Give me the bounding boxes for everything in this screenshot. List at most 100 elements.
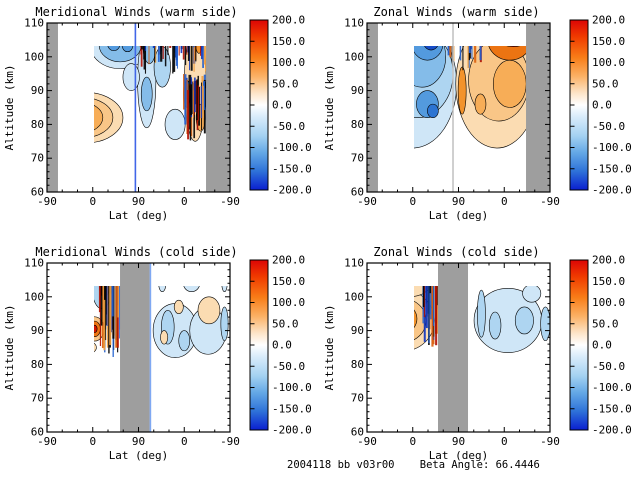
contour-noise	[109, 286, 112, 346]
colorbar-tick-label: 100.0	[272, 296, 305, 309]
contour-blob	[414, 309, 418, 329]
contour-noise	[422, 286, 425, 308]
y-tick-label: 110	[344, 257, 364, 270]
y-tick-label: 70	[351, 392, 364, 405]
contour-noise	[178, 46, 180, 56]
colorbar-tick-label: 150.0	[272, 275, 305, 288]
colorbar-tick-label: 50.0	[272, 317, 299, 330]
contour-noise	[201, 46, 203, 60]
y-axis-label: Altitude (km)	[3, 64, 16, 150]
contour-noise	[459, 46, 462, 61]
contour-noise	[183, 74, 186, 110]
contour-blob	[457, 66, 467, 115]
contour-noise	[140, 46, 143, 67]
contour-blob	[427, 103, 439, 118]
contour-noise	[144, 46, 147, 74]
contour-noise	[468, 46, 470, 61]
colorbar-tick-label: -100.0	[592, 141, 632, 154]
colorbar-tick-label: 50.0	[272, 77, 299, 90]
y-tick-label: 80	[351, 118, 364, 131]
y-tick-label: 100	[344, 50, 364, 63]
contour-noise	[102, 286, 104, 322]
contour-noise	[202, 46, 205, 68]
colorbar-tick-label: 50.0	[592, 317, 619, 330]
contour-noise	[180, 46, 183, 54]
colorbar-tick-label: -50.0	[592, 360, 625, 373]
x-tick-label: 0	[409, 435, 416, 448]
colorbar-tick-label: 150.0	[592, 275, 625, 288]
x-tick-label: -90	[37, 435, 57, 448]
y-axis-label: Altitude (km)	[323, 304, 336, 390]
x-tick-label: 0	[89, 435, 96, 448]
contour-noise	[157, 46, 160, 62]
contour-noise	[432, 286, 434, 311]
contour-noise	[467, 46, 469, 69]
contour-noise	[141, 46, 143, 50]
contour-noise	[186, 79, 188, 134]
contour-noise	[193, 90, 194, 118]
contour-noise	[173, 46, 176, 72]
contour-noise	[430, 286, 432, 320]
contour-blob	[514, 306, 534, 335]
x-tick-label: 0	[501, 435, 508, 448]
panel-title: Meridional Winds (cold side)	[35, 245, 237, 259]
y-tick-label: 110	[344, 17, 364, 30]
y-tick-label: 80	[31, 358, 44, 371]
contour-blob	[183, 286, 200, 293]
y-tick-label: 90	[31, 84, 44, 97]
contour-noise	[195, 46, 197, 62]
contour-noise	[115, 286, 118, 348]
contour-blob	[414, 46, 444, 61]
contour-noise	[200, 86, 203, 119]
contour-noise	[117, 286, 120, 318]
x-tick-label: 0	[181, 435, 188, 448]
no-data-band	[438, 263, 469, 432]
contour-blob	[221, 286, 228, 293]
contour-noise	[182, 46, 185, 60]
contour-noise	[197, 85, 199, 121]
colorbar-tick-label: 150.0	[592, 35, 625, 48]
contour-blob	[94, 324, 98, 333]
contour-noise	[188, 74, 190, 130]
x-tick-label: 90	[452, 435, 465, 448]
y-tick-label: 100	[344, 290, 364, 303]
y-tick-label: 70	[31, 152, 44, 165]
contour-layer	[414, 46, 539, 149]
x-tick-label: -90	[357, 195, 377, 208]
x-tick-label: 90	[452, 195, 465, 208]
y-tick-label: 60	[31, 426, 44, 439]
colorbar-tick-label: -200.0	[592, 424, 632, 437]
no-data-band	[367, 23, 378, 192]
contour-blob	[164, 108, 186, 140]
contour-noise	[152, 46, 155, 48]
contour-noise	[175, 46, 178, 66]
contour-noise	[103, 286, 106, 351]
contour-noise	[474, 46, 477, 63]
contour-noise	[429, 286, 431, 294]
contour-blob	[158, 286, 167, 293]
colorbar-tick-label: 200.0	[592, 14, 625, 27]
y-tick-label: 60	[351, 186, 364, 199]
contour-noise	[479, 46, 482, 61]
contour-noise	[139, 46, 141, 48]
contour-noise	[204, 82, 207, 108]
contour-noise	[154, 46, 156, 63]
contour-noise	[198, 86, 200, 126]
colorbar-tick-label: -100.0	[272, 141, 312, 154]
contour-layer	[94, 46, 208, 143]
contour-noise	[449, 46, 452, 58]
y-tick-label: 110	[24, 17, 44, 30]
contour-noise	[431, 286, 434, 347]
contour-noise	[140, 46, 142, 55]
contour-noise	[201, 85, 204, 119]
x-tick-label: -90	[357, 435, 377, 448]
contour-blob	[94, 98, 114, 137]
contour-noise	[435, 286, 437, 334]
contour-noise	[436, 286, 439, 334]
contour-noise	[100, 286, 103, 326]
colorbar-tick-label: 100.0	[592, 296, 625, 309]
x-tick-label: -90	[220, 195, 240, 208]
y-tick-label: 90	[351, 324, 364, 337]
panel-meridional-warm: -90 0 90 0 -90 110 100 90 80 70 60 Meridional Winds…	[0, 0, 320, 240]
colorbar-tick-label: -100.0	[592, 381, 632, 394]
